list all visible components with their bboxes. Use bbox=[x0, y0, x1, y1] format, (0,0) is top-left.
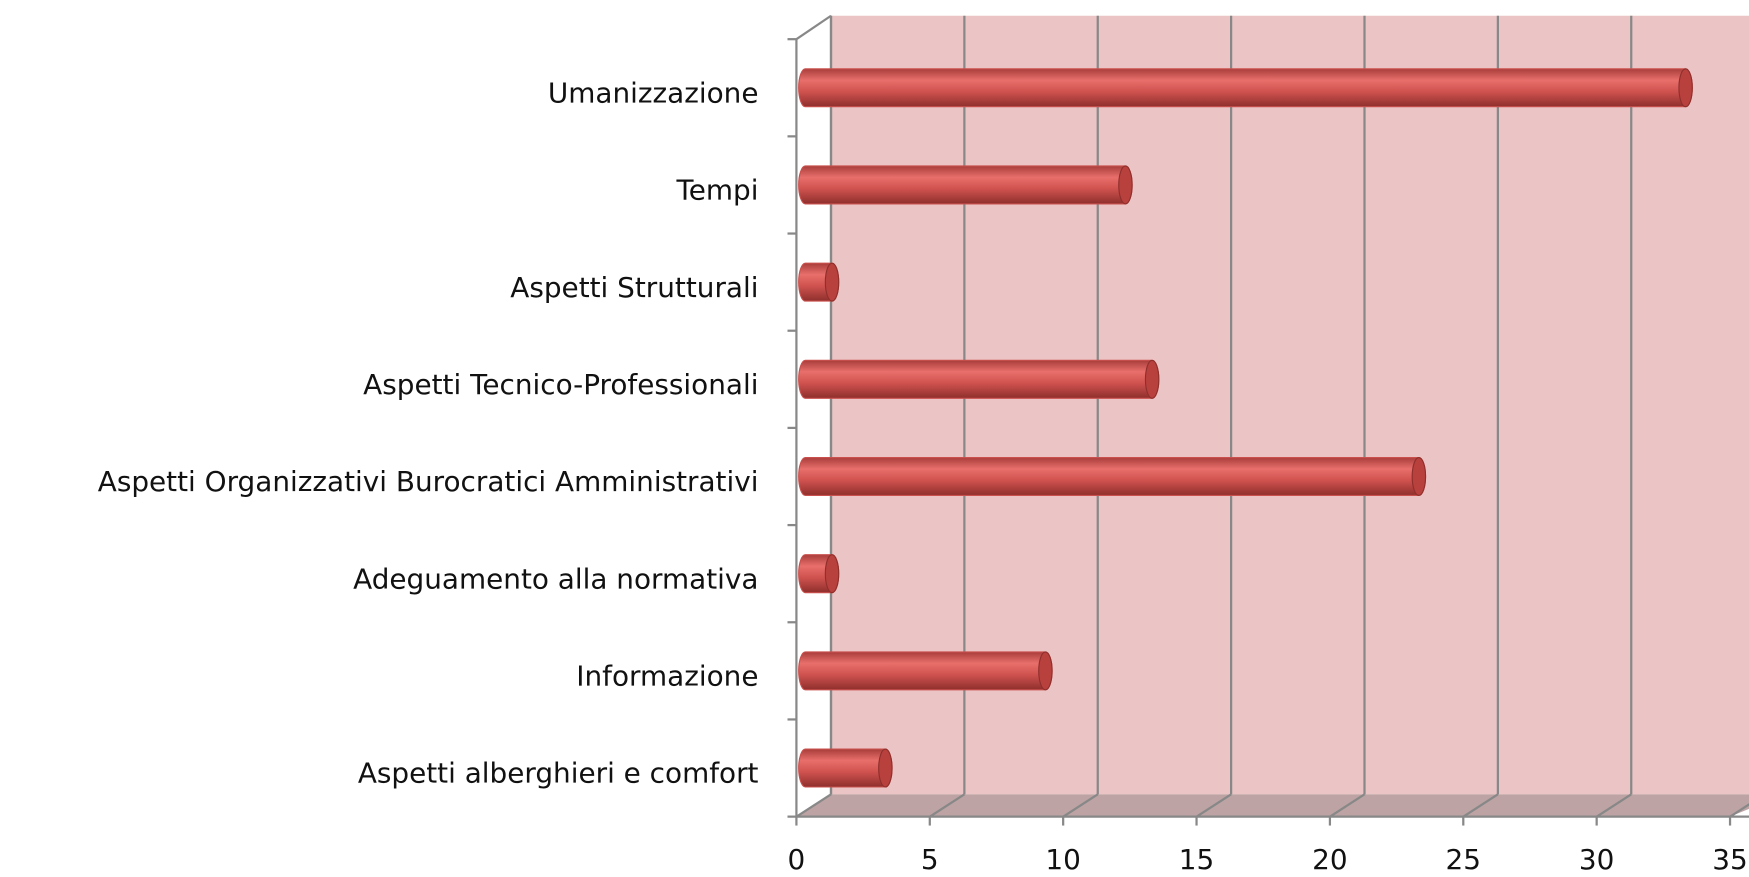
bar bbox=[798, 651, 1053, 691]
floor-line bbox=[1329, 793, 1366, 818]
floor-line bbox=[1729, 803, 1749, 818]
x-tick-label: 15 bbox=[1179, 843, 1214, 876]
bar-body bbox=[798, 456, 1427, 497]
y-tick-label: Adeguamento alla normativa bbox=[353, 562, 758, 595]
bar-body bbox=[798, 68, 1693, 108]
y-tick-label: Tempi bbox=[675, 174, 758, 207]
bar-cap bbox=[1144, 359, 1160, 399]
wall-edge bbox=[795, 14, 832, 41]
bar bbox=[798, 262, 840, 302]
y-tick-label: Informazione bbox=[576, 660, 758, 693]
floor-line bbox=[1596, 793, 1632, 818]
bar-cap bbox=[1411, 456, 1427, 497]
bar-cap bbox=[1118, 165, 1133, 205]
bar-body bbox=[798, 359, 1160, 399]
floor-line bbox=[795, 793, 832, 818]
bar-cap bbox=[1038, 651, 1053, 691]
bar bbox=[798, 68, 1693, 108]
y-tick-label: Aspetti Strutturali bbox=[510, 271, 758, 304]
x-tick-label: 30 bbox=[1579, 843, 1614, 876]
bar bbox=[798, 165, 1133, 205]
floor-line bbox=[1062, 793, 1099, 818]
bar bbox=[798, 359, 1160, 399]
x-tick-label: 20 bbox=[1312, 843, 1347, 876]
bar-body bbox=[798, 748, 893, 788]
bar-cap bbox=[878, 748, 893, 788]
bar bbox=[798, 748, 893, 788]
floor-line bbox=[929, 793, 965, 818]
bar-cap bbox=[1678, 68, 1693, 108]
y-tick-label: Aspetti Organizzativi Burocratici Ammini… bbox=[98, 465, 759, 498]
bar-cap bbox=[824, 554, 840, 594]
floor-line bbox=[1195, 793, 1232, 818]
floor bbox=[796, 794, 1749, 817]
x-tick-label: 25 bbox=[1446, 843, 1481, 876]
y-tick-label: Aspetti Tecnico-Professionali bbox=[363, 368, 758, 401]
bar-body bbox=[798, 651, 1053, 691]
bar bbox=[798, 554, 840, 594]
floor-line bbox=[1462, 793, 1499, 818]
x-tick-label: 35 bbox=[1712, 843, 1747, 876]
y-tick-label: Umanizzazione bbox=[548, 76, 759, 109]
bar-cap bbox=[824, 262, 840, 302]
x-tick-label: 10 bbox=[1045, 843, 1080, 876]
x-tick-label: 0 bbox=[788, 843, 806, 876]
y-tick-label: Aspetti alberghieri e comfort bbox=[358, 757, 759, 790]
bar-body bbox=[798, 165, 1133, 205]
bar bbox=[798, 456, 1427, 497]
x-tick-label: 5 bbox=[921, 843, 939, 876]
back-wall bbox=[830, 15, 1749, 795]
